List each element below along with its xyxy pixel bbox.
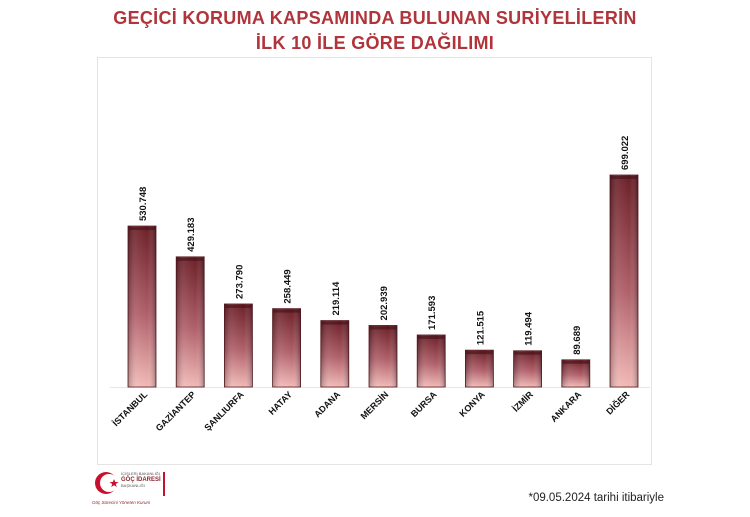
bar-cap-5	[321, 321, 348, 325]
category-label-7: BURSA	[409, 389, 439, 419]
bar-cap-1	[129, 227, 155, 231]
value-label-8: 121.515	[475, 310, 486, 345]
bar-cap-2	[177, 257, 204, 261]
category-label-3: ŞANLIURFA	[202, 389, 246, 433]
bar-shade-5	[320, 320, 349, 387]
category-label-8: KONYA	[457, 389, 487, 419]
bar-cap-3	[225, 304, 252, 308]
value-label-3: 273.790	[234, 265, 245, 299]
logo-tagline: Göç Sürecini Yöneten Kurum	[92, 500, 151, 505]
category-label-11: DİĞER	[603, 388, 631, 416]
bar-cap-9	[514, 351, 541, 355]
value-label-4: 258.449	[283, 269, 294, 303]
bar-cap-4	[273, 309, 300, 313]
bar-shade-6	[369, 325, 397, 387]
category-label-10: ANKARA	[549, 389, 584, 424]
bar-shade-8	[465, 350, 494, 387]
bar-shade-11	[610, 175, 638, 387]
category-label-6: MERSİN	[359, 389, 391, 421]
chart-title-line2: İLK 10 İLE GÖRE DAĞILIMI	[255, 33, 495, 53]
value-label-10: 89.689	[572, 326, 583, 355]
bar-cap-11	[611, 176, 637, 179]
bar-cap-8	[466, 351, 493, 355]
bar-shade-1	[128, 226, 156, 387]
category-label-1: İSTANBUL	[111, 389, 150, 428]
logo: İÇİŞLERİ BAKANLIĞI GÖÇ İDARESİ BAŞKANLIĞ…	[92, 468, 202, 513]
value-label-1: 530.748	[138, 187, 149, 221]
bar-shade-9	[513, 350, 542, 387]
category-label-9: İZMİR	[511, 389, 536, 414]
category-label-4: HATAY	[267, 389, 294, 416]
logo-name-line3: BAŞKANLIĞI	[121, 483, 145, 488]
category-label-5: ADANA	[312, 389, 342, 419]
value-label-9: 119.494	[524, 311, 535, 346]
logo-name-line2: GÖÇ İDARESİ	[121, 477, 161, 483]
bar-cap-6	[370, 326, 396, 330]
chart-frame	[97, 57, 652, 465]
category-label-2: GAZİANTEP	[154, 389, 198, 433]
value-label-2: 429.183	[186, 217, 197, 251]
value-label-6: 202.939	[379, 286, 390, 320]
logo-divider	[163, 472, 165, 496]
value-label-11: 699.022	[620, 136, 631, 170]
logo-text: İÇİŞLERİ BAKANLIĞI GÖÇ İDARESİ BAŞKANLIĞ…	[121, 471, 161, 489]
bar-shade-2	[176, 256, 205, 387]
crescent-star-icon	[95, 472, 119, 494]
bar-shade-7	[417, 334, 446, 387]
bar-shade-10	[561, 359, 590, 387]
bar-cap-10	[562, 360, 589, 364]
bar-shade-4	[272, 308, 301, 387]
bar-shade-3	[224, 303, 253, 387]
chart-title-line1: GEÇİCİ KORUMA KAPSAMINDA BULUNAN SURİYEL…	[113, 8, 637, 28]
bar-cap-7	[418, 335, 445, 339]
value-label-7: 171.593	[427, 296, 438, 330]
logo-name-line1: İÇİŞLERİ BAKANLIĞI	[121, 471, 160, 476]
value-label-5: 219.114	[331, 281, 342, 316]
footnote: *09.05.2024 tarihi itibariyle	[528, 492, 664, 504]
